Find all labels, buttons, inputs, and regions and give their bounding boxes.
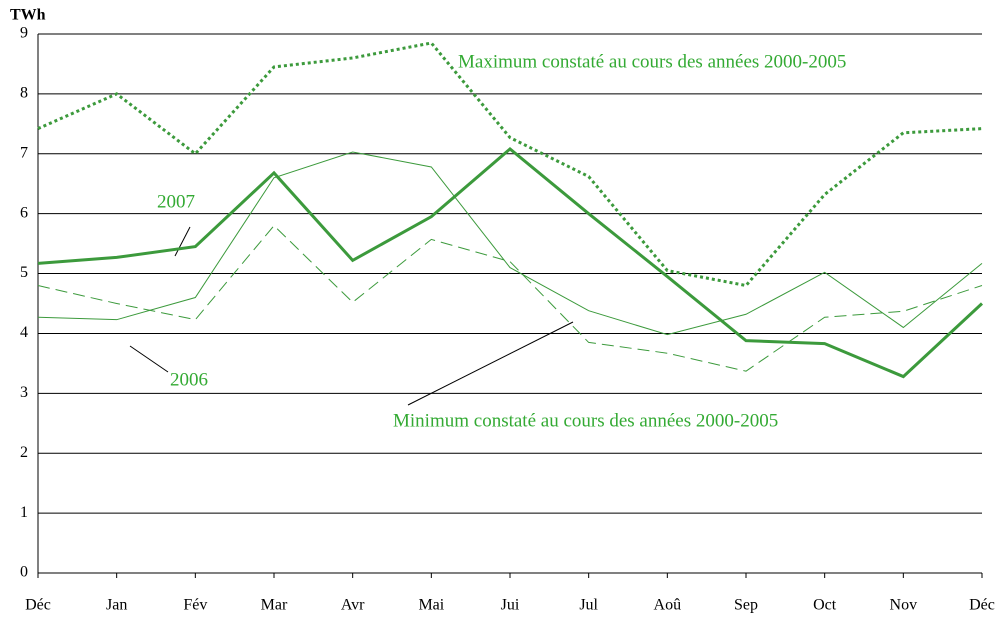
pointer (129, 345, 169, 373)
x-tick-label: Oct (813, 597, 837, 614)
x-tick-label: Jui (501, 597, 520, 614)
x-tick-label: Aoû (654, 597, 682, 614)
y-tick-label: 9 (20, 25, 28, 42)
y-tick-label: 2 (20, 444, 28, 461)
y-tick-label: 7 (20, 144, 28, 161)
series-line (37, 41, 983, 288)
y-axis-label: TWh (10, 7, 46, 24)
y-tick-label: 0 (20, 564, 28, 581)
y-tick-label: 1 (20, 504, 28, 521)
x-tick-label: Jul (579, 597, 598, 614)
y-tick-label: 3 (20, 384, 28, 401)
series-line (37, 147, 984, 379)
x-tick-label: Nov (890, 597, 918, 614)
x-tick-label: Mar (261, 597, 288, 614)
pointer (407, 321, 574, 406)
x-tick-label: Fév (183, 597, 207, 614)
series-label: 2007 (157, 191, 195, 212)
x-tick-label: Jan (106, 597, 127, 614)
x-tick-label: Avr (341, 597, 365, 614)
series-label: Minimum constaté au cours des années 200… (393, 410, 778, 431)
pointer (174, 226, 191, 257)
x-tick-label: Sep (734, 597, 758, 614)
series-line (37, 151, 983, 336)
series-label: Maximum constaté au cours des années 200… (458, 51, 846, 72)
x-tick-label: Mai (418, 597, 444, 614)
y-tick-label: 6 (20, 204, 28, 221)
x-tick-label: Déc (969, 597, 995, 614)
y-tick-label: 8 (20, 85, 28, 102)
y-tick-label: 5 (20, 264, 28, 281)
series-line (37, 224, 983, 372)
y-tick-label: 4 (20, 324, 28, 341)
series-label: 2006 (170, 369, 208, 390)
x-tick-label: Déc (25, 597, 51, 614)
